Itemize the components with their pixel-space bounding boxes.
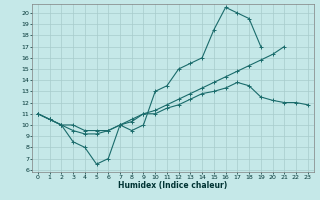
X-axis label: Humidex (Indice chaleur): Humidex (Indice chaleur) — [118, 181, 228, 190]
